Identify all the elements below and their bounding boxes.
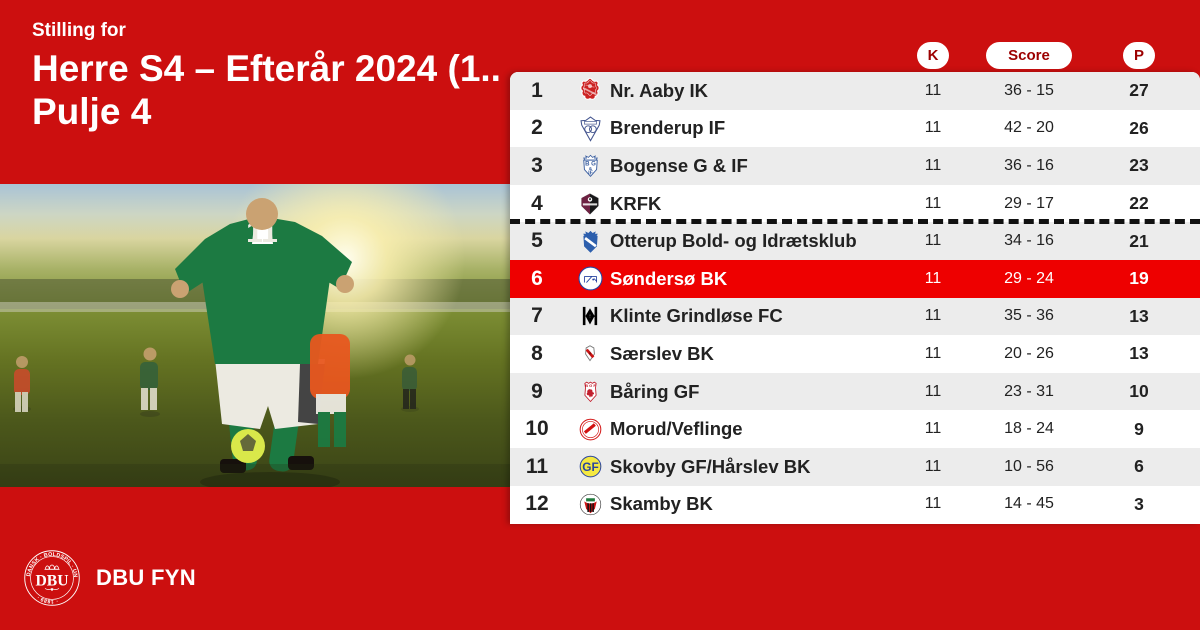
svg-text:IF: IF [588, 171, 593, 177]
svg-text:B G F: B G F [585, 383, 596, 388]
svg-text:GF: GF [582, 460, 598, 474]
svg-text:DBU: DBU [35, 573, 68, 590]
